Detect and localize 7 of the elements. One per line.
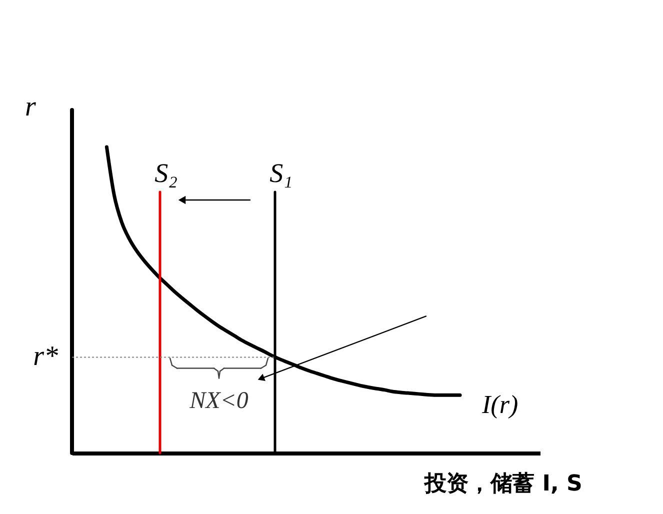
series-label: I(r) — [481, 390, 518, 420]
annotation: NX<0 — [188, 388, 248, 414]
annotation: S₂ — [154, 158, 178, 188]
y-axis-title: r — [25, 92, 36, 122]
annotation: S₁ — [270, 158, 292, 188]
ref-line-label: r* — [33, 341, 58, 372]
x-axis-title: 投资，储蓄 I, S — [424, 472, 582, 496]
